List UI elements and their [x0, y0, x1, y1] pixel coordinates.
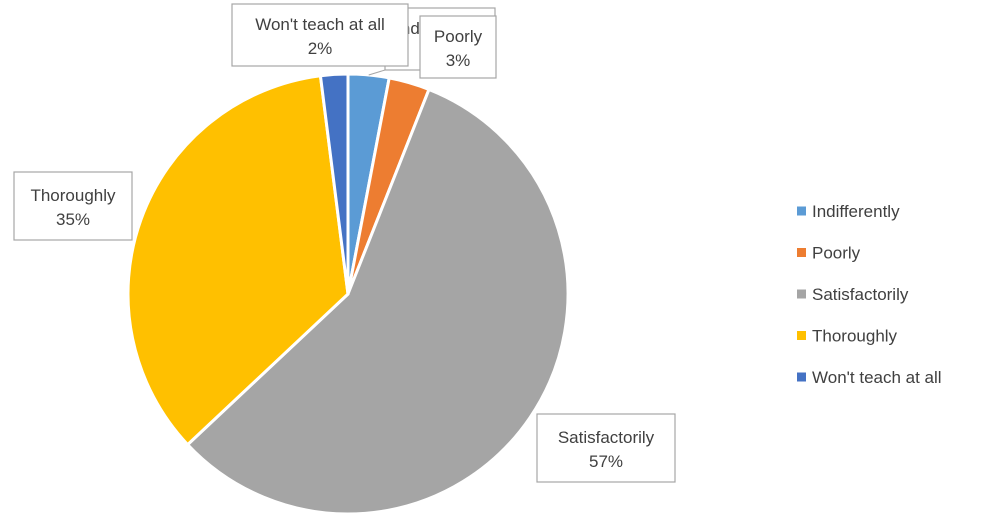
legend-label-won-t-teach-at-all: Won't teach at all [812, 368, 942, 387]
legend-label-indifferently: Indifferently [812, 202, 900, 221]
legend-swatch-satisfactorily [797, 289, 806, 299]
callout-box [536, 413, 676, 483]
callout-category-label: Won't teach at all [255, 15, 385, 34]
callout-category-label: Satisfactorily [558, 428, 655, 447]
pie-slice-won-t-teach-at-all [318, 72, 350, 296]
callout-value-label: 2% [308, 39, 333, 58]
callout-box [231, 3, 409, 67]
legend-swatch-won-t-teach-at-all [797, 372, 806, 382]
callout-category-label: Thoroughly [30, 186, 116, 205]
legend-label-thoroughly: Thoroughly [812, 327, 898, 346]
callout-won-t-teach-at-all: Won't teach at all 2% [231, 3, 409, 67]
legend: Indifferently Poorly Satisfactorily Thoroug… [797, 202, 942, 387]
pie-slices [126, 72, 570, 514]
callout-satisfactorily: Satisfactorily 57% [536, 413, 676, 483]
pie-slice-thoroughly [126, 74, 350, 447]
legend-swatch-thoroughly [797, 331, 806, 340]
callout-poorly: Poorly 3% [419, 15, 497, 79]
callout-box [419, 15, 497, 79]
callout-value-label: 57% [589, 452, 623, 471]
callout-box [13, 171, 133, 241]
leader-line-indifferently [368, 69, 386, 76]
callout-value-label: 35% [56, 210, 90, 229]
legend-label-satisfactorily: Satisfactorily [812, 285, 909, 304]
pie-slice-satisfactorily [186, 87, 570, 514]
legend-swatch-indifferently [797, 206, 806, 216]
callout-thoroughly: Thoroughly 35% [13, 171, 133, 241]
legend-label-poorly: Poorly [812, 244, 861, 263]
callout-leaders [368, 69, 386, 76]
data-callouts: Indifferently3%Poorly3%Satisfactorily57%… [13, 3, 676, 483]
callout-value-label: 3% [446, 51, 471, 70]
legend-swatch-poorly [797, 248, 806, 257]
callout-category-label: Poorly [434, 27, 483, 46]
